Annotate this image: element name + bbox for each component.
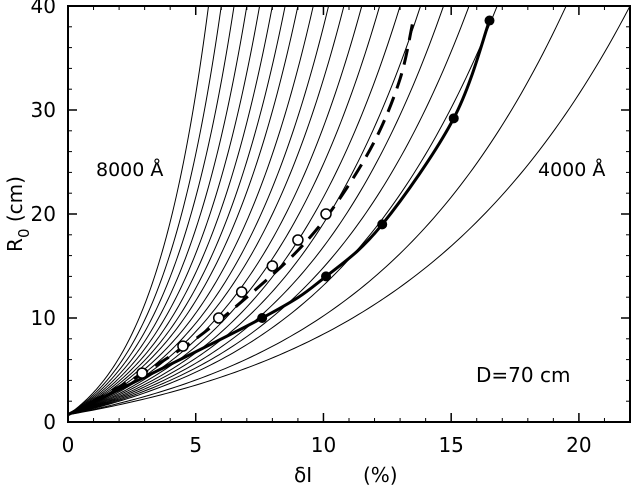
family-curve [68, 6, 261, 416]
y-tick-label: 40 [31, 0, 56, 18]
family-curve [68, 6, 248, 416]
family-curve [68, 6, 470, 416]
x-tick-label: 10 [311, 433, 336, 457]
y-tick-label: 10 [31, 306, 56, 330]
open-data-point [292, 234, 304, 246]
family-curve [68, 6, 235, 416]
y-tick-label: 30 [31, 98, 56, 122]
points-layer [68, 15, 495, 417]
annotation-distance: D=70 cm [476, 363, 570, 387]
family-curve [68, 6, 401, 416]
family-curve [68, 6, 273, 416]
family-curve [68, 6, 222, 416]
solid-curve [68, 20, 491, 417]
family-curve [68, 6, 345, 416]
x-tick-label: 15 [438, 433, 463, 457]
family-curve [68, 6, 286, 416]
x-axis-label: δI (%) [294, 463, 398, 485]
y-axis-label: R0 (cm) [3, 176, 33, 252]
open-data-point [266, 260, 279, 272]
plot-frame [67, 5, 631, 423]
dashed-curve [68, 21, 415, 417]
x-tick-label: 20 [566, 433, 591, 457]
open-data-point [177, 340, 189, 352]
curves-layer [68, 6, 630, 416]
family-curve [68, 6, 567, 416]
ticks-layer: 0 5 10 15 20 0 10 20 30 40 [31, 0, 631, 457]
annotation-left-wavelength: 8000 Å [96, 158, 163, 181]
family-curve [68, 6, 210, 416]
open-data-point [320, 208, 332, 220]
family-curve [68, 6, 630, 416]
family-curve [68, 6, 299, 416]
x-tick-label: 5 [189, 433, 202, 457]
y-tick-label: 20 [31, 202, 56, 226]
open-data-point [212, 312, 225, 324]
family-curve [68, 6, 498, 416]
family-curve [68, 6, 363, 416]
x-tick-label: 0 [62, 433, 75, 457]
filled-data-point [448, 113, 459, 124]
filled-data-point [321, 271, 332, 282]
annotation-right-wavelength: 4000 Å [538, 158, 605, 181]
filled-data-point [257, 313, 268, 323]
y-axis-label-group: R0 (cm) [3, 176, 33, 252]
filled-data-point [484, 15, 495, 26]
filled-data-point [377, 219, 388, 230]
y-tick-label: 0 [43, 410, 56, 434]
family-curve [68, 6, 330, 416]
open-data-point [235, 286, 248, 298]
open-data-point [136, 367, 148, 379]
family-curve [68, 6, 422, 416]
family-curve [68, 6, 381, 416]
